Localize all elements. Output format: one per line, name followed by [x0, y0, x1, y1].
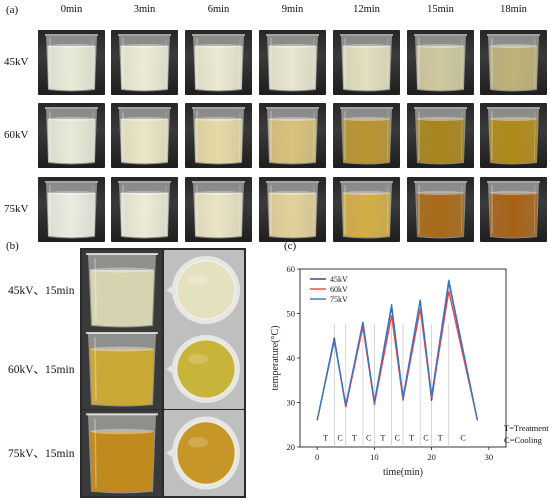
- condition-label: 75kV、15min: [8, 448, 75, 460]
- x-tick-label: 20: [427, 452, 436, 462]
- y-tick-label: 30: [287, 398, 296, 408]
- time-label: 15min: [427, 4, 454, 15]
- beaker-side-photo: [82, 329, 162, 409]
- beaker-photo: [480, 30, 547, 95]
- voltage-label: 75kV: [4, 202, 29, 215]
- beaker-photo: [38, 30, 105, 95]
- y-tick-label: 20: [287, 442, 296, 452]
- phase-marker: T: [352, 433, 357, 442]
- y-tick-label: 50: [287, 309, 296, 319]
- phase-marker: C: [395, 433, 400, 442]
- condition-label: 45kV、15min: [8, 285, 75, 297]
- beaker-top-photo: [164, 410, 244, 496]
- beaker-photo: [407, 103, 474, 168]
- phase-marker: T: [409, 433, 414, 442]
- beaker-side-photo: [82, 410, 162, 496]
- beaker-photo: [111, 177, 178, 242]
- beaker-side-photo: [82, 250, 162, 330]
- voltage-label: 45kV: [4, 55, 29, 68]
- note-cooling: C=Cooling: [504, 435, 542, 445]
- x-tick-label: 10: [370, 452, 379, 462]
- beaker-photo: [333, 177, 400, 242]
- time-label: 6min: [207, 4, 230, 15]
- legend-label: 45kV: [330, 275, 348, 284]
- beaker-photo: [111, 103, 178, 168]
- beaker-top-photo: [164, 329, 244, 409]
- beaker-photo: [185, 30, 252, 95]
- panel-c-label: (c): [284, 240, 297, 252]
- voltage-label: 60kV: [4, 128, 29, 141]
- beaker-photo: [38, 103, 105, 168]
- beaker-top-photo: [164, 250, 244, 330]
- y-tick-label: 40: [287, 353, 296, 363]
- legend-label: 60kV: [330, 285, 348, 294]
- phase-marker: C: [337, 433, 342, 442]
- beaker-photo: [185, 103, 252, 168]
- time-label: 18min: [500, 4, 527, 15]
- time-label: 0min: [60, 4, 83, 15]
- beaker-photo: [185, 177, 252, 242]
- beaker-photo: [259, 103, 326, 168]
- time-label: 9min: [281, 4, 304, 15]
- phase-marker: C: [423, 433, 428, 442]
- temperature-chart: 0 10 20 30 20 30 40 50 60 time(min) temperature(°C…: [270, 264, 507, 478]
- time-label: 12min: [353, 4, 380, 15]
- phase-marker: T: [381, 433, 386, 442]
- beaker-photo: [407, 177, 474, 242]
- x-tick-label: 30: [485, 452, 494, 462]
- phase-marker: T: [438, 433, 443, 442]
- beaker-photo: [38, 177, 105, 242]
- beaker-photo: [480, 103, 547, 168]
- panel-b-label: (b): [6, 240, 19, 252]
- panel-a-label: (a): [6, 4, 19, 16]
- y-axis-title: temperature(°C): [270, 325, 281, 390]
- beaker-photo: [111, 30, 178, 95]
- x-axis-title: time(min): [383, 467, 423, 478]
- x-tick-label: 0: [315, 452, 319, 462]
- beaker-photo: [259, 30, 326, 95]
- beaker-photo: [333, 103, 400, 168]
- beaker-photo: [333, 30, 400, 95]
- beaker-photo: [259, 177, 326, 242]
- y-tick-label: 60: [287, 264, 296, 274]
- time-label: 3min: [133, 4, 156, 15]
- phase-marker: C: [366, 433, 371, 442]
- condition-label: 60kV、15min: [8, 364, 75, 376]
- series-line: [316, 279, 479, 421]
- phase-marker: T: [323, 433, 328, 442]
- phase-marker: C: [460, 433, 465, 442]
- note-treatment: T=Treatment: [504, 423, 549, 433]
- beaker-photo: [407, 30, 474, 95]
- beaker-photo: [480, 177, 547, 242]
- legend-label: 75kV: [330, 295, 348, 304]
